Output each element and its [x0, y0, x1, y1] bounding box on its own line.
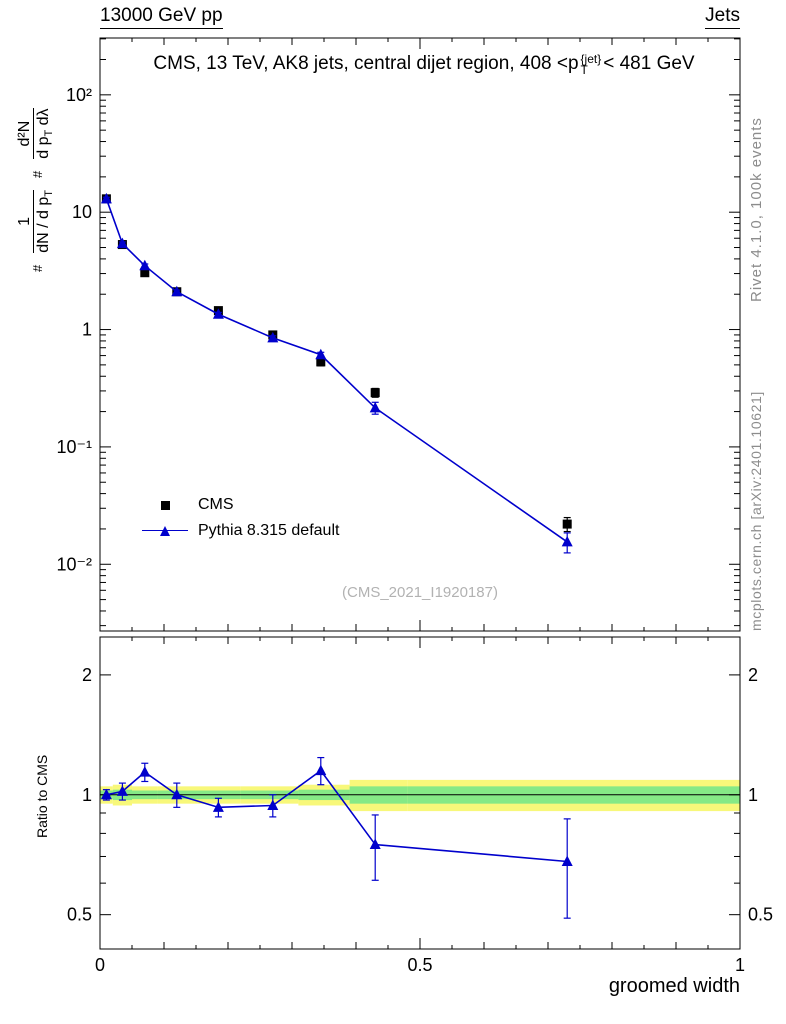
svg-text:0.5: 0.5 [67, 905, 92, 925]
cms-square-marker-icon [160, 500, 170, 510]
svg-text:1: 1 [82, 785, 92, 805]
svg-text:10⁻¹: 10⁻¹ [56, 437, 92, 457]
ylabel-fraction-1: 1 dN / d pT [16, 190, 55, 253]
y-axis-label: # 1 dN / d pT # d²N d pT dλ [16, 108, 58, 272]
svg-text:0.5: 0.5 [748, 905, 773, 925]
ratio-series-pythia-over-cms [100, 756, 573, 919]
ylabel-hash-2: # [29, 170, 45, 178]
cms-marker-swatch [142, 498, 188, 512]
svg-text:10⁻²: 10⁻² [56, 554, 92, 574]
pythia-marker-swatch [142, 524, 188, 538]
legend-label-cms: CMS [198, 496, 234, 513]
main-series [100, 192, 573, 554]
plot-title-sub: T [580, 63, 588, 77]
svg-text:0: 0 [95, 955, 105, 975]
legend: CMS Pythia 8.315 default [142, 492, 339, 544]
svg-text:2: 2 [82, 665, 92, 685]
plot-title-suffix: < 481 GeV [603, 53, 695, 74]
ratio-bands [100, 779, 740, 812]
ratio-series [100, 756, 573, 919]
analysis-id-watermark: (CMS_2021_I1920187) [342, 584, 498, 601]
plot-title: CMS, 13 TeV, AK8 jets, central dijet reg… [100, 52, 748, 77]
svg-text:1: 1 [82, 320, 92, 340]
series-pythia-8-315-default [100, 192, 573, 554]
legend-item-cms: CMS [142, 492, 339, 518]
mcplots-arxiv-note: mcplots.cern.ch [arXiv:2401.10621] [748, 391, 764, 631]
plot-title-sup: {jet} [580, 52, 602, 66]
svg-text:1: 1 [748, 785, 758, 805]
ylabel-hash-1: # [29, 264, 45, 272]
rivet-version-note: Rivet 4.1.0, 100k events [748, 117, 765, 302]
beam-energy-header: 13000 GeV pp [100, 5, 223, 29]
svg-text:1: 1 [735, 955, 745, 975]
plot-title-prefix: CMS, 13 TeV, AK8 jets, central dijet reg… [153, 53, 579, 74]
svg-text:10²: 10² [66, 85, 92, 105]
legend-label-pythia: Pythia 8.315 default [198, 522, 340, 539]
analysis-group-header: Jets [705, 5, 740, 29]
x-axis-label: groomed width [608, 975, 740, 997]
svg-text:0.5: 0.5 [407, 955, 432, 975]
svg-text:2: 2 [748, 665, 758, 685]
series-cms [101, 194, 572, 533]
ylabel-fraction-2: d²N d pT dλ [16, 108, 55, 159]
legend-item-pythia: Pythia 8.315 default [142, 518, 339, 544]
axis-ticks [99, 38, 741, 949]
tick-labels: 10² 10 1 10⁻¹ 10⁻² 2 2 1 1 0.5 0.5 0 0.5 1 [56, 85, 773, 975]
pt-jet-supsub: {jet} T [580, 52, 602, 77]
ratio-y-axis-label: Ratio to CMS [34, 754, 50, 838]
svg-text:10: 10 [72, 202, 92, 222]
pythia-triangle-marker-icon [160, 526, 170, 536]
